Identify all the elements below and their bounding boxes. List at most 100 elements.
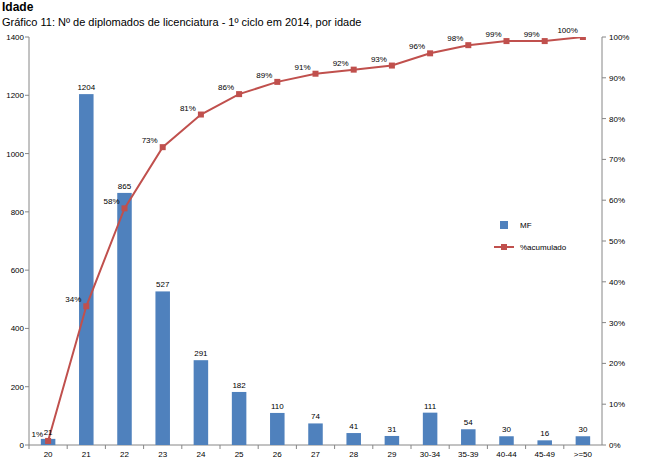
- bar: [385, 436, 400, 445]
- y2-tick-label: 70%: [609, 155, 625, 164]
- line-label: 99%: [485, 30, 501, 39]
- y-tick-label: 800: [11, 208, 25, 217]
- y2-tick: [602, 445, 606, 446]
- marker: [45, 438, 51, 444]
- y-tick: [25, 211, 29, 212]
- y-tick-label: 1000: [6, 150, 24, 159]
- y-tick: [25, 95, 29, 96]
- bar: [79, 94, 94, 445]
- line-label: 93%: [371, 55, 387, 64]
- x-tick-label: 23: [158, 450, 167, 459]
- y2-tick-label: 20%: [609, 359, 625, 368]
- y2-tick-label: 10%: [609, 400, 625, 409]
- y2-tick: [602, 241, 606, 242]
- line-label: 34%: [65, 295, 81, 304]
- x-tick: [372, 445, 373, 449]
- line-label: 96%: [409, 42, 425, 51]
- bar-label: 30: [578, 425, 587, 434]
- bar: [346, 433, 361, 445]
- bar-label: 291: [194, 349, 208, 358]
- x-tick: [220, 445, 221, 449]
- y2-tick-label: 90%: [609, 74, 625, 83]
- x-tick: [181, 445, 182, 449]
- x-tick-label: 28: [349, 450, 358, 459]
- line-label: 98%: [447, 34, 463, 43]
- x-tick-label: 20: [44, 450, 53, 459]
- y2-tick: [602, 77, 606, 78]
- line-label: 99%: [524, 30, 540, 39]
- marker: [274, 79, 280, 85]
- x-tick-label: 30-34: [420, 450, 441, 459]
- bar: [232, 392, 247, 445]
- y-tick-label: 600: [11, 266, 25, 275]
- x-tick: [563, 445, 564, 449]
- marker: [83, 303, 89, 309]
- y2-tick: [602, 159, 606, 160]
- x-tick: [411, 445, 412, 449]
- bar: [270, 413, 285, 445]
- line-label: 73%: [142, 136, 158, 145]
- bar-label: 111: [424, 402, 437, 411]
- line-label: 91%: [294, 63, 310, 72]
- x-tick: [525, 445, 526, 449]
- line-label: 81%: [180, 104, 196, 113]
- x-tick: [296, 445, 297, 449]
- legend: MF%acumulado: [494, 221, 567, 252]
- line-label: 100%: [557, 26, 577, 35]
- legend-swatch: [500, 221, 508, 229]
- y-tick: [25, 270, 29, 271]
- bar: [423, 413, 438, 445]
- bar-label: 527: [156, 280, 170, 289]
- x-tick-label: 25: [235, 450, 244, 459]
- data-labels: 211204865527291182110744131111543016301%…: [32, 26, 588, 439]
- x-tick-label: >=50: [574, 450, 593, 459]
- bar-label: 74: [311, 412, 320, 421]
- y-tick-label: 200: [11, 383, 25, 392]
- x-tick-label: 29: [387, 450, 396, 459]
- x-tick: [258, 445, 259, 449]
- marker: [542, 38, 548, 44]
- marker: [580, 37, 586, 40]
- x-tick-label: 24: [196, 450, 205, 459]
- y2-tick: [602, 404, 606, 405]
- line-label: 1%: [32, 430, 44, 439]
- marker: [427, 50, 433, 56]
- x-tick-label: 21: [82, 450, 91, 459]
- y2-tick-label: 30%: [609, 319, 625, 328]
- x-tick: [67, 445, 68, 449]
- marker: [389, 63, 395, 69]
- legend-label: %acumulado: [520, 243, 567, 252]
- y-tick-label: 1400: [6, 33, 24, 42]
- x-tick-label: 45-49: [534, 450, 555, 459]
- x-tick-label: 35-39: [458, 450, 479, 459]
- marker: [236, 91, 242, 97]
- marker: [160, 144, 166, 150]
- x-tick: [105, 445, 106, 449]
- bar: [576, 436, 591, 445]
- x-tick-label: 26: [273, 450, 282, 459]
- bar-label: 41: [349, 422, 358, 431]
- bar: [194, 360, 209, 445]
- marker: [504, 38, 510, 44]
- chart: IdadeGráfico 11: Nº de diplomados de lic…: [0, 0, 653, 464]
- x-tick: [449, 445, 450, 449]
- line: [48, 37, 583, 441]
- y-tick: [25, 445, 29, 446]
- y-tick-label: 0: [20, 441, 25, 450]
- bar-label: 54: [464, 418, 473, 427]
- y2-tick: [602, 281, 606, 282]
- bar-label: 1204: [77, 83, 95, 92]
- marker: [465, 42, 471, 48]
- x-tick: [334, 445, 335, 449]
- bar: [499, 436, 514, 445]
- y2-tick-label: 100%: [609, 33, 629, 42]
- bar: [117, 193, 132, 445]
- y2-tick: [602, 37, 606, 38]
- x-tick: [143, 445, 144, 449]
- line-label: 86%: [218, 83, 234, 92]
- y2-tick-label: 40%: [609, 278, 625, 287]
- line-label: 58%: [103, 197, 119, 206]
- marker: [351, 67, 357, 73]
- legend-marker: [501, 244, 507, 250]
- y2-tick-label: 50%: [609, 237, 625, 246]
